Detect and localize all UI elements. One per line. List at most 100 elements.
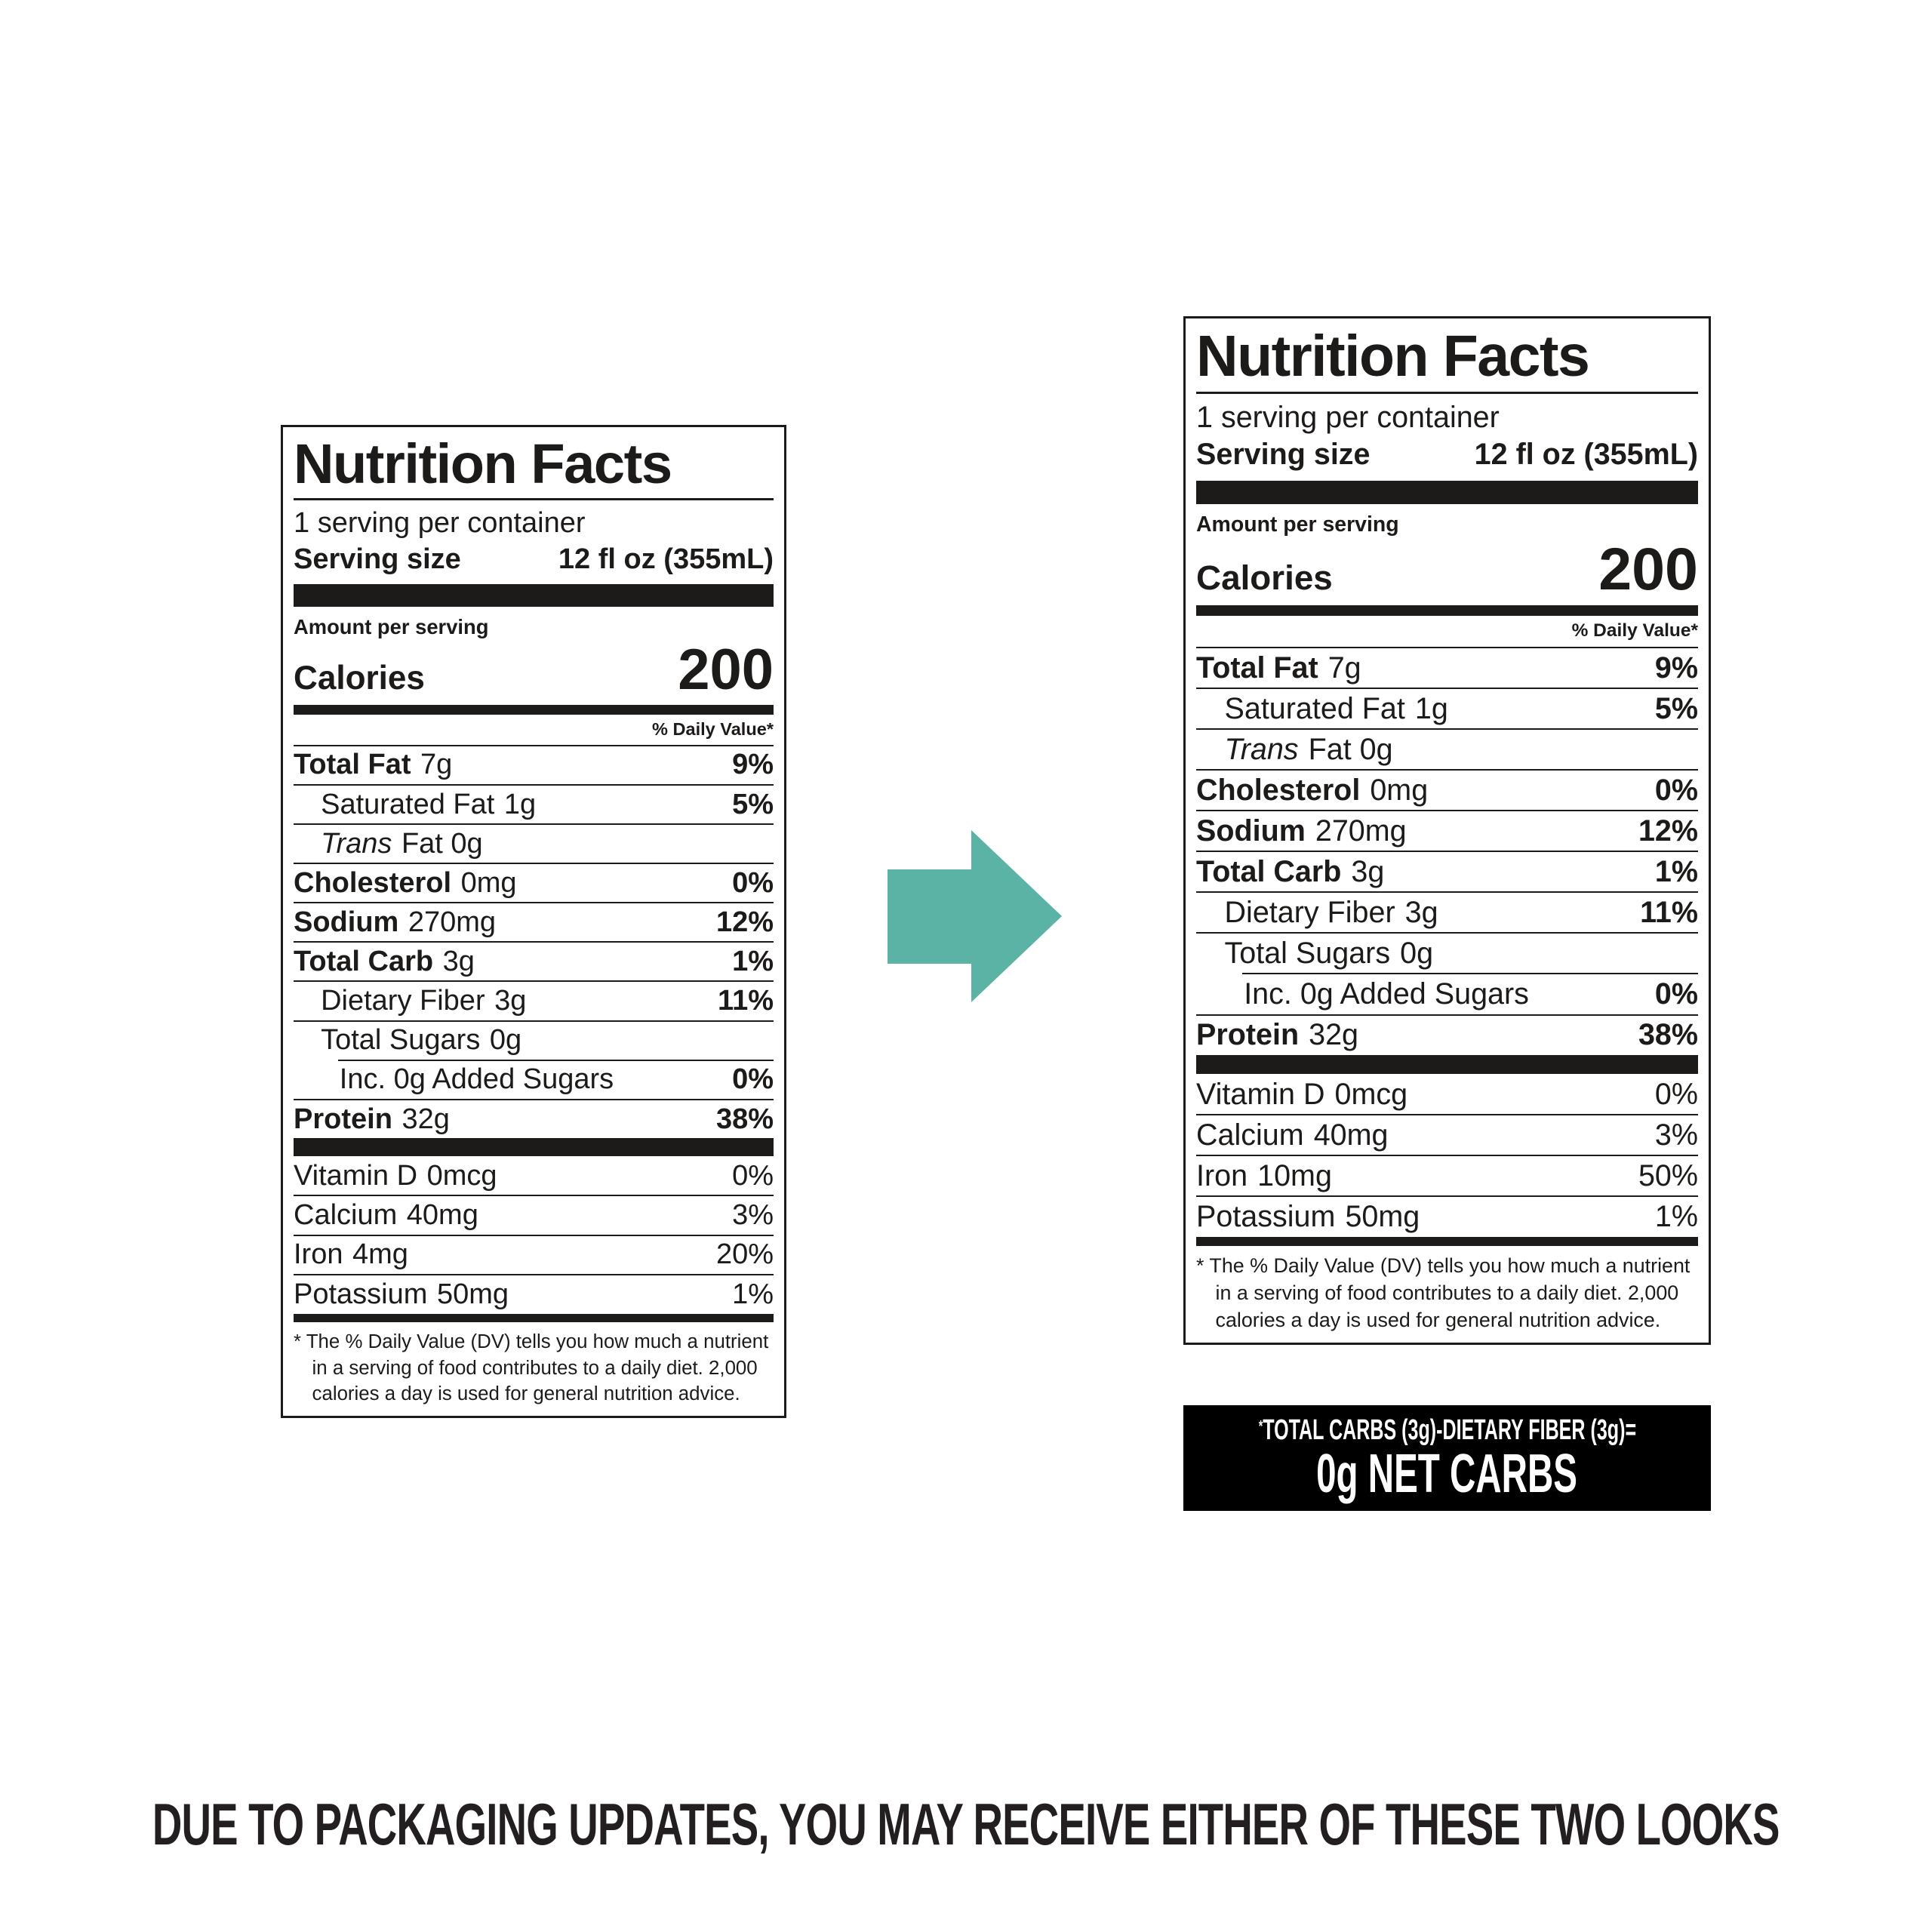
nutrient-name: Vitamin D bbox=[1196, 1077, 1325, 1111]
daily-value: 0% bbox=[1654, 773, 1698, 807]
daily-value: 11% bbox=[718, 985, 774, 1017]
nutrient-amount: 7g bbox=[1327, 651, 1361, 685]
nutrient-amount: 32g bbox=[1309, 1018, 1359, 1052]
nutrient-amount: 40mg bbox=[406, 1199, 478, 1232]
daily-value: 9% bbox=[732, 749, 774, 781]
calories-row: Calories 200 bbox=[294, 640, 774, 700]
nutrient-amount: 4mg bbox=[352, 1238, 408, 1271]
net-carbs-banner: *TOTAL CARBS (3g)-DIETARY FIBER (3g)= 0g… bbox=[1183, 1405, 1711, 1511]
nutrient-name: Dietary Fiber bbox=[321, 985, 485, 1017]
nutrient-row: Total Carb 3g 1% bbox=[294, 941, 774, 980]
serving-size-label: Serving size bbox=[294, 543, 461, 575]
daily-value: 0% bbox=[1654, 1077, 1698, 1111]
thick-divider-bar bbox=[1196, 1054, 1698, 1074]
nutrient-row: Protein 32g 38% bbox=[1196, 1014, 1698, 1055]
amount-per-serving-label: Amount per serving bbox=[294, 614, 489, 638]
nutrient-name: Total Fat bbox=[1196, 651, 1318, 685]
daily-value: 12% bbox=[715, 906, 774, 938]
nutrient-amount: 10mg bbox=[1257, 1159, 1332, 1193]
medium-divider-bar bbox=[294, 1313, 774, 1323]
calories-value: 200 bbox=[678, 637, 774, 702]
nutrient-amount: 0mcg bbox=[1334, 1077, 1408, 1111]
micronutrient-row: Vitamin D 0mcg 0% bbox=[294, 1157, 774, 1195]
daily-value: 1% bbox=[732, 946, 774, 978]
micronutrient-rows: Vitamin D 0mcg 0% Calcium 40mg 3% Iron 4mg 20% Po… bbox=[294, 1157, 774, 1313]
nutrient-row: Inc. 0g Added Sugars 0% bbox=[1242, 973, 1698, 1014]
nutrient-name: Inc. 0g Added Sugars bbox=[339, 1063, 614, 1096]
daily-value: 1% bbox=[1654, 855, 1698, 889]
daily-value: 5% bbox=[1654, 691, 1698, 725]
nutrient-row: Protein 32g 38% bbox=[294, 1098, 774, 1138]
daily-value: 9% bbox=[1654, 651, 1698, 685]
asterisk: * bbox=[1258, 1417, 1263, 1435]
calories-value: 200 bbox=[1598, 535, 1698, 603]
net-carbs-equation-text: TOTAL CARBS (3g)-DIETARY FIBER (3g)= bbox=[1262, 1414, 1636, 1447]
nutrient-name: Saturated Fat bbox=[1224, 691, 1405, 725]
daily-value: 11% bbox=[1640, 896, 1698, 930]
daily-value: 38% bbox=[1638, 1018, 1698, 1052]
nutrient-rows: Total Fat 7g 9% Saturated Fat 1g 5% Trans Fat 0… bbox=[1196, 646, 1698, 1055]
nutrient-amount: 0g bbox=[1400, 937, 1434, 971]
nutrient-name: Iron bbox=[294, 1238, 343, 1271]
daily-value: 0% bbox=[1654, 977, 1698, 1011]
bottom-caption: DUE TO PACKAGING UPDATES, YOU MAY RECEIV… bbox=[0, 1795, 1932, 1854]
nutrient-name: Sodium bbox=[1196, 814, 1306, 848]
micronutrient-row: Potassium 50mg 1% bbox=[1196, 1195, 1698, 1236]
nutrient-name: Potassium bbox=[294, 1278, 428, 1310]
nutrient-amount: 3g bbox=[1404, 896, 1438, 930]
nutrient-amount: 50mg bbox=[1345, 1200, 1420, 1234]
nutrient-name: Potassium bbox=[1196, 1200, 1336, 1234]
nutrient-row: Inc. 0g Added Sugars 0% bbox=[337, 1059, 774, 1099]
nutrient-rows: Total Fat 7g 9% Saturated Fat 1g 5% Trans Fat 0… bbox=[294, 744, 774, 1138]
right-arrow-icon bbox=[888, 830, 1062, 1002]
serving-size-row: Serving size 12 fl oz (355mL) bbox=[1196, 436, 1698, 473]
servings-per-container: 1 serving per container bbox=[294, 507, 586, 540]
nutrient-name: Sodium bbox=[294, 906, 399, 938]
nutrient-amount: 3g bbox=[1351, 855, 1385, 889]
nutrition-label-new: Nutrition Facts 1 serving per container … bbox=[1183, 316, 1711, 1346]
nutrition-facts-title: Nutrition Facts bbox=[1196, 326, 1698, 395]
nutrient-row: Total Fat 7g 9% bbox=[294, 744, 774, 784]
nutrient-amount: 270mg bbox=[408, 906, 497, 938]
daily-value: 38% bbox=[715, 1103, 774, 1135]
amount-per-serving-label: Amount per serving bbox=[1196, 512, 1399, 537]
calories-label: Calories bbox=[294, 659, 425, 697]
micronutrient-rows: Vitamin D 0mcg 0% Calcium 40mg 3% Iron 10mg 50% P… bbox=[1196, 1075, 1698, 1236]
transition-arrow bbox=[888, 830, 1063, 1003]
nutrient-amount: 3g bbox=[494, 985, 527, 1017]
micronutrient-row: Iron 10mg 50% bbox=[1196, 1155, 1698, 1195]
daily-value: 12% bbox=[1638, 814, 1698, 848]
nutrient-name: Total Carb bbox=[1196, 855, 1342, 889]
calories-label: Calories bbox=[1196, 558, 1333, 598]
nutrient-amount: 270mg bbox=[1315, 814, 1407, 848]
nutrient-name: Total Carb bbox=[294, 946, 434, 978]
micronutrient-row: Potassium 50mg 1% bbox=[294, 1273, 774, 1313]
thick-divider-bar bbox=[1196, 480, 1698, 504]
net-carbs-result: 0g NET CARBS bbox=[1316, 1443, 1578, 1504]
nutrient-row: Trans Fat 0g bbox=[294, 823, 774, 863]
micronutrient-row: Vitamin D 0mcg 0% bbox=[1196, 1075, 1698, 1114]
nutrient-amount: 40mg bbox=[1313, 1118, 1389, 1152]
nutrient-amount: 0mg bbox=[460, 866, 517, 899]
daily-value: 0% bbox=[732, 866, 774, 899]
daily-value: 1% bbox=[1654, 1200, 1698, 1234]
nutrient-name: Cholesterol bbox=[1196, 773, 1361, 807]
right-arrow-shape bbox=[888, 830, 1062, 1002]
daily-value: 50% bbox=[1638, 1159, 1698, 1193]
nutrient-name: Dietary Fiber bbox=[1224, 896, 1395, 930]
nutrient-name: Total Fat bbox=[294, 749, 411, 781]
nutrient-amount: 7g bbox=[420, 749, 453, 781]
nutrient-amount: 0g bbox=[489, 1024, 522, 1057]
nutrient-name: Total Sugars bbox=[321, 1024, 481, 1057]
nutrient-name: Trans bbox=[1224, 732, 1299, 766]
micronutrient-row: Calcium 40mg 3% bbox=[1196, 1114, 1698, 1155]
nutrient-name: Vitamin D bbox=[294, 1160, 418, 1192]
nutrient-row: Trans Fat 0g bbox=[1196, 728, 1698, 769]
daily-value-footnote: * The % Daily Value (DV) tells you how m… bbox=[1196, 1254, 1690, 1331]
daily-value-footnote: * The % Daily Value (DV) tells you how m… bbox=[294, 1331, 769, 1404]
nutrient-name: Cholesterol bbox=[294, 866, 452, 899]
daily-value-header: % Daily Value* bbox=[1571, 620, 1698, 641]
nutrient-amount: Fat 0g bbox=[1308, 732, 1393, 766]
nutrient-name: Protein bbox=[1196, 1018, 1300, 1052]
nutrient-amount: 0mcg bbox=[426, 1160, 497, 1192]
